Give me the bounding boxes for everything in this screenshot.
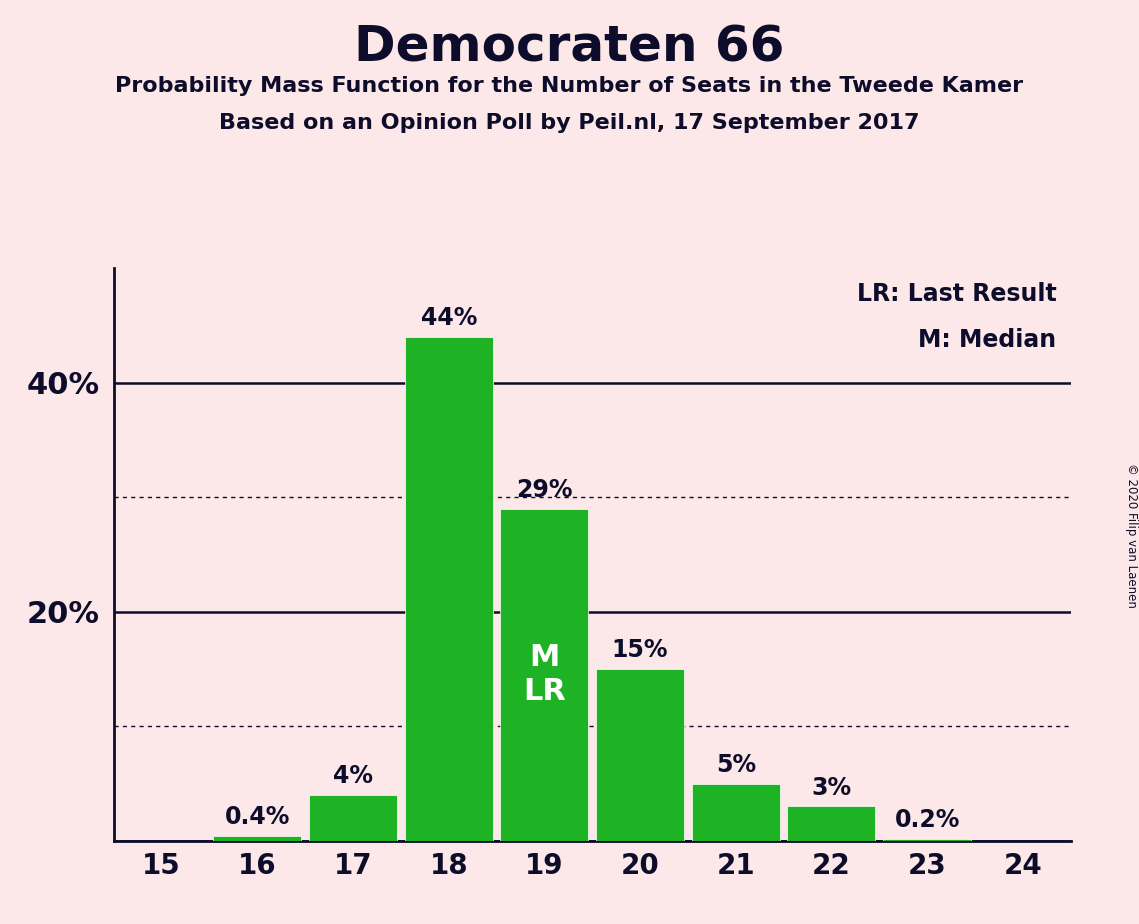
Text: M: Median: M: Median — [918, 328, 1056, 352]
Text: 0.2%: 0.2% — [894, 808, 960, 832]
Text: Based on an Opinion Poll by Peil.nl, 17 September 2017: Based on an Opinion Poll by Peil.nl, 17 … — [219, 113, 920, 133]
Bar — [309, 795, 398, 841]
Bar — [404, 336, 493, 841]
Text: 5%: 5% — [715, 753, 756, 777]
Bar — [596, 669, 685, 841]
Bar — [787, 807, 876, 841]
Text: Democraten 66: Democraten 66 — [354, 23, 785, 71]
Bar — [213, 836, 302, 841]
Text: 0.4%: 0.4% — [224, 806, 290, 830]
Text: 15%: 15% — [612, 638, 669, 663]
Text: 29%: 29% — [516, 478, 573, 502]
Bar — [691, 784, 780, 841]
Text: LR: Last Result: LR: Last Result — [857, 283, 1056, 306]
Text: 4%: 4% — [333, 764, 374, 788]
Text: © 2020 Filip van Laenen: © 2020 Filip van Laenen — [1124, 464, 1138, 608]
Text: 44%: 44% — [420, 306, 477, 330]
Text: M
LR: M LR — [523, 643, 566, 706]
Text: 3%: 3% — [811, 775, 852, 799]
Bar — [500, 508, 589, 841]
Text: Probability Mass Function for the Number of Seats in the Tweede Kamer: Probability Mass Function for the Number… — [115, 76, 1024, 96]
Bar — [883, 839, 972, 841]
